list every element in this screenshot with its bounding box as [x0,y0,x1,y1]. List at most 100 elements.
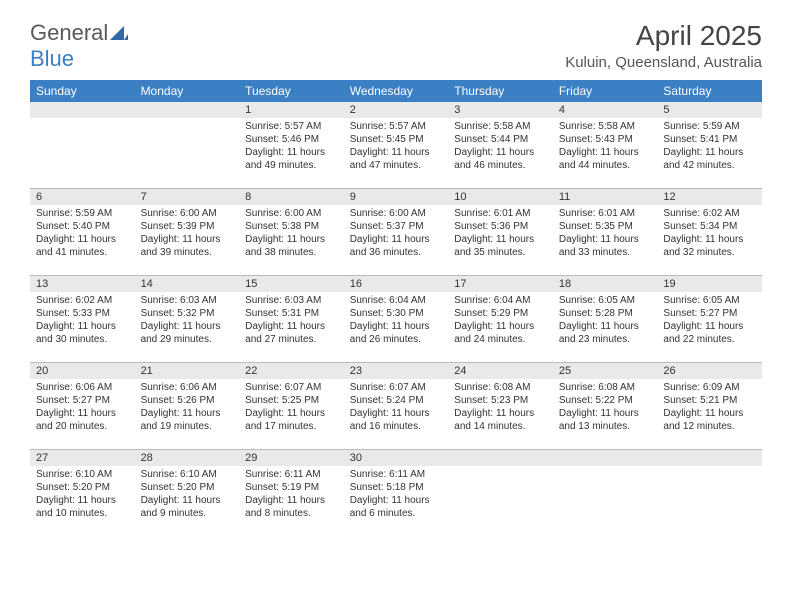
sunset-line: Sunset: 5:46 PM [245,133,338,146]
sunset-line: Sunset: 5:19 PM [245,481,338,494]
sunset-line: Sunset: 5:38 PM [245,220,338,233]
calendar-cell: 30Sunrise: 6:11 AMSunset: 5:18 PMDayligh… [344,450,449,536]
cell-body: Sunrise: 6:00 AMSunset: 5:39 PMDaylight:… [135,205,240,263]
dayname-saturday: Saturday [657,80,762,102]
sunrise-line: Sunrise: 5:59 AM [663,120,756,133]
calendar-cell: 17Sunrise: 6:04 AMSunset: 5:29 PMDayligh… [448,276,553,362]
cell-body: Sunrise: 6:06 AMSunset: 5:26 PMDaylight:… [135,379,240,437]
calendar-cell: 8Sunrise: 6:00 AMSunset: 5:38 PMDaylight… [239,189,344,275]
cell-body: Sunrise: 6:04 AMSunset: 5:30 PMDaylight:… [344,292,449,350]
day-number: 16 [344,276,449,292]
dayname-friday: Friday [553,80,658,102]
sunset-line: Sunset: 5:26 PM [141,394,234,407]
sunset-line: Sunset: 5:44 PM [454,133,547,146]
sunrise-line: Sunrise: 5:58 AM [454,120,547,133]
day-number: 9 [344,189,449,205]
day-number: 1 [239,102,344,118]
day-number: 11 [553,189,658,205]
daylight-line: Daylight: 11 hours and 35 minutes. [454,233,547,259]
calendar-cell [135,102,240,188]
sunrise-line: Sunrise: 5:57 AM [350,120,443,133]
calendar-cell: 26Sunrise: 6:09 AMSunset: 5:21 PMDayligh… [657,363,762,449]
calendar-cell: 28Sunrise: 6:10 AMSunset: 5:20 PMDayligh… [135,450,240,536]
cell-body: Sunrise: 6:01 AMSunset: 5:36 PMDaylight:… [448,205,553,263]
sunrise-line: Sunrise: 6:10 AM [141,468,234,481]
dayname-wednesday: Wednesday [344,80,449,102]
day-number [30,102,135,118]
sunrise-line: Sunrise: 6:00 AM [141,207,234,220]
sunset-line: Sunset: 5:20 PM [141,481,234,494]
day-number: 12 [657,189,762,205]
sunset-line: Sunset: 5:30 PM [350,307,443,320]
daylight-line: Daylight: 11 hours and 23 minutes. [559,320,652,346]
calendar: Sunday Monday Tuesday Wednesday Thursday… [30,80,762,536]
sunrise-line: Sunrise: 5:57 AM [245,120,338,133]
daylight-line: Daylight: 11 hours and 27 minutes. [245,320,338,346]
sunset-line: Sunset: 5:37 PM [350,220,443,233]
sunset-line: Sunset: 5:29 PM [454,307,547,320]
calendar-cell: 19Sunrise: 6:05 AMSunset: 5:27 PMDayligh… [657,276,762,362]
day-number: 21 [135,363,240,379]
cell-body: Sunrise: 5:58 AMSunset: 5:43 PMDaylight:… [553,118,658,176]
sunrise-line: Sunrise: 6:01 AM [454,207,547,220]
cell-body: Sunrise: 6:03 AMSunset: 5:32 PMDaylight:… [135,292,240,350]
cell-body: Sunrise: 6:08 AMSunset: 5:22 PMDaylight:… [553,379,658,437]
daylight-line: Daylight: 11 hours and 14 minutes. [454,407,547,433]
page: General Blue April 2025 Kuluin, Queensla… [0,0,792,556]
day-number: 4 [553,102,658,118]
cell-body: Sunrise: 6:10 AMSunset: 5:20 PMDaylight:… [30,466,135,524]
daylight-line: Daylight: 11 hours and 19 minutes. [141,407,234,433]
day-number: 29 [239,450,344,466]
sunrise-line: Sunrise: 6:02 AM [663,207,756,220]
daylight-line: Daylight: 11 hours and 24 minutes. [454,320,547,346]
daylight-line: Daylight: 11 hours and 44 minutes. [559,146,652,172]
day-number: 10 [448,189,553,205]
sunset-line: Sunset: 5:25 PM [245,394,338,407]
day-number: 22 [239,363,344,379]
calendar-cell: 1Sunrise: 5:57 AMSunset: 5:46 PMDaylight… [239,102,344,188]
calendar-cell [657,450,762,536]
calendar-cell: 12Sunrise: 6:02 AMSunset: 5:34 PMDayligh… [657,189,762,275]
sunset-line: Sunset: 5:24 PM [350,394,443,407]
calendar-cell: 24Sunrise: 6:08 AMSunset: 5:23 PMDayligh… [448,363,553,449]
calendar-cell [30,102,135,188]
daylight-line: Daylight: 11 hours and 47 minutes. [350,146,443,172]
calendar-cell: 3Sunrise: 5:58 AMSunset: 5:44 PMDaylight… [448,102,553,188]
sunset-line: Sunset: 5:34 PM [663,220,756,233]
calendar-cell: 10Sunrise: 6:01 AMSunset: 5:36 PMDayligh… [448,189,553,275]
calendar-cell: 22Sunrise: 6:07 AMSunset: 5:25 PMDayligh… [239,363,344,449]
calendar-cell [448,450,553,536]
cell-body: Sunrise: 5:58 AMSunset: 5:44 PMDaylight:… [448,118,553,176]
logo-text: General Blue [30,20,128,72]
day-number [448,450,553,466]
daylight-line: Daylight: 11 hours and 29 minutes. [141,320,234,346]
sunset-line: Sunset: 5:35 PM [559,220,652,233]
daylight-line: Daylight: 11 hours and 8 minutes. [245,494,338,520]
sunset-line: Sunset: 5:27 PM [663,307,756,320]
day-number: 19 [657,276,762,292]
sunrise-line: Sunrise: 6:05 AM [663,294,756,307]
cell-body: Sunrise: 6:00 AMSunset: 5:37 PMDaylight:… [344,205,449,263]
sunrise-line: Sunrise: 6:04 AM [350,294,443,307]
sunset-line: Sunset: 5:20 PM [36,481,129,494]
day-number: 30 [344,450,449,466]
sunset-line: Sunset: 5:39 PM [141,220,234,233]
daylight-line: Daylight: 11 hours and 17 minutes. [245,407,338,433]
cell-body: Sunrise: 6:11 AMSunset: 5:18 PMDaylight:… [344,466,449,524]
daylight-line: Daylight: 11 hours and 26 minutes. [350,320,443,346]
daylight-line: Daylight: 11 hours and 13 minutes. [559,407,652,433]
sunset-line: Sunset: 5:31 PM [245,307,338,320]
cell-body: Sunrise: 6:11 AMSunset: 5:19 PMDaylight:… [239,466,344,524]
calendar-cell: 4Sunrise: 5:58 AMSunset: 5:43 PMDaylight… [553,102,658,188]
calendar-cell: 29Sunrise: 6:11 AMSunset: 5:19 PMDayligh… [239,450,344,536]
sunrise-line: Sunrise: 6:06 AM [141,381,234,394]
cell-body: Sunrise: 5:57 AMSunset: 5:45 PMDaylight:… [344,118,449,176]
cell-body: Sunrise: 6:10 AMSunset: 5:20 PMDaylight:… [135,466,240,524]
calendar-week: 6Sunrise: 5:59 AMSunset: 5:40 PMDaylight… [30,188,762,275]
daylight-line: Daylight: 11 hours and 30 minutes. [36,320,129,346]
cell-body: Sunrise: 5:59 AMSunset: 5:41 PMDaylight:… [657,118,762,176]
cell-body: Sunrise: 6:02 AMSunset: 5:34 PMDaylight:… [657,205,762,263]
sunset-line: Sunset: 5:21 PM [663,394,756,407]
sunset-line: Sunset: 5:23 PM [454,394,547,407]
sunrise-line: Sunrise: 6:08 AM [454,381,547,394]
